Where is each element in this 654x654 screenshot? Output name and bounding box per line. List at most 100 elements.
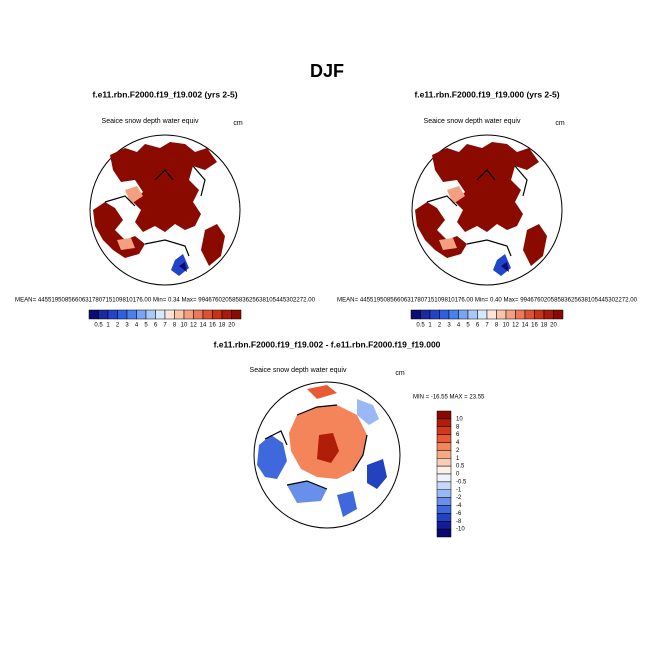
colorbar-swatch <box>202 309 213 320</box>
colorbar-label: 10 <box>503 323 510 329</box>
colorbar-label: 5 <box>466 323 470 329</box>
colorbar-label: 7 <box>163 323 167 329</box>
colorbar-label: 6 <box>154 323 158 329</box>
colorbar-label: 1 <box>456 456 460 462</box>
colorbar-label: 0.5 <box>456 464 465 470</box>
colorbar-swatch <box>436 458 452 467</box>
colorbar-label: 2 <box>456 448 460 454</box>
colorbar-swatch <box>458 309 469 320</box>
units-label: cm <box>555 120 565 127</box>
colorbar-label: 3 <box>125 323 129 329</box>
colorbar-label: 14 <box>522 323 529 329</box>
colorbar-label: 20 <box>228 323 235 329</box>
colorbar-swatch <box>524 309 535 320</box>
colorbar-label: 12 <box>512 323 519 329</box>
colorbar-swatch <box>98 309 109 320</box>
colorbar-swatch <box>515 309 526 320</box>
map <box>89 134 241 286</box>
stats-label: MEAN= 4455195085660631780715109810176.00… <box>337 298 638 304</box>
colorbar-swatch <box>231 309 242 320</box>
colorbar-label: 8 <box>456 424 460 430</box>
colorbar-swatch <box>183 309 194 320</box>
colorbar-label: 0.5 <box>416 323 425 329</box>
colorbar-swatch <box>436 418 452 427</box>
colorbar-label: -0.5 <box>456 479 467 485</box>
colorbar-label: -6 <box>456 511 462 517</box>
colorbar-swatch <box>477 309 488 320</box>
colorbar-swatch <box>193 309 204 320</box>
colorbar-swatch <box>436 481 452 490</box>
colorbar-swatch <box>496 309 507 320</box>
colorbar-swatch <box>553 309 564 320</box>
colorbar-label: 18 <box>219 323 226 329</box>
panel-title: f.e11.rbn.F2000.f19_f19.000 (yrs 2-5) <box>414 89 559 99</box>
colorbar-swatch <box>174 309 185 320</box>
colorbar-swatch <box>126 309 137 320</box>
colorbar-label: 16 <box>209 323 216 329</box>
colorbar-swatch <box>155 309 166 320</box>
map <box>411 134 563 286</box>
colorbar-label: 10 <box>456 416 463 422</box>
colorbar-swatch <box>486 309 497 320</box>
colorbar-label: 14 <box>200 323 207 329</box>
colorbar-label: 0.5 <box>94 323 103 329</box>
colorbar-swatch <box>436 473 452 483</box>
variable-label: Seaice snow depth water equiv <box>102 118 199 125</box>
variable-label: Seaice snow depth water equiv <box>424 118 521 125</box>
stats-label: MEAN= 4455195085660631780715109810176.00… <box>15 298 316 304</box>
colorbar-label: 6 <box>456 432 460 438</box>
colorbar-swatch <box>543 309 554 320</box>
figure-title: DJF <box>310 61 344 81</box>
colorbar-swatch <box>448 309 459 320</box>
panel-title: f.e11.rbn.F2000.f19_f19.002 (yrs 2-5) <box>92 89 237 99</box>
colorbar-label: 2 <box>438 323 442 329</box>
colorbar-label: -2 <box>456 495 462 501</box>
colorbar-swatch <box>436 465 452 475</box>
map <box>253 381 401 529</box>
colorbar-swatch <box>436 410 452 420</box>
colorbar-label: 3 <box>447 323 451 329</box>
colorbar-label: 4 <box>456 440 460 446</box>
stats-label: MIN = -16.55 MAX = 23.55 <box>413 395 485 401</box>
colorbar-swatch <box>107 309 118 320</box>
panel-title: f.e11.rbn.F2000.f19_f19.002 - f.e11.rbn.… <box>214 339 441 349</box>
colorbar-swatch <box>436 497 452 506</box>
variable-label: Seaice snow depth water equiv <box>250 367 347 374</box>
colorbar-swatch <box>212 309 223 320</box>
colorbar-swatch <box>136 309 147 320</box>
colorbar-label: 2 <box>116 323 120 329</box>
colorbar-swatch <box>145 309 156 320</box>
colorbar-label: 8 <box>173 323 177 329</box>
colorbar-label: -1 <box>456 487 462 493</box>
colorbar-label: 7 <box>485 323 489 329</box>
colorbar-label: 4 <box>457 323 461 329</box>
colorbar-label: 16 <box>531 323 538 329</box>
colorbar-label: 12 <box>190 323 197 329</box>
colorbar-swatch <box>436 450 452 459</box>
colorbar-swatch <box>439 309 450 320</box>
colorbar-label: 20 <box>550 323 557 329</box>
colorbar-swatch <box>117 309 128 320</box>
units-label: cm <box>233 120 243 127</box>
colorbar-label: 10 <box>181 323 188 329</box>
colorbar-swatch <box>88 309 99 320</box>
colorbar-label: 1 <box>428 323 432 329</box>
colorbar-swatch <box>221 309 232 320</box>
colorbar-label: -8 <box>456 519 462 525</box>
colorbar-swatch <box>410 309 421 320</box>
colorbar-swatch <box>429 309 440 320</box>
colorbar-swatch <box>436 528 452 538</box>
colorbar-swatch <box>164 309 175 320</box>
colorbar-swatch <box>436 521 452 530</box>
colorbar-label: -4 <box>456 503 462 509</box>
colorbar-swatch <box>505 309 516 320</box>
colorbar-label: 4 <box>135 323 139 329</box>
colorbar-label: 5 <box>144 323 148 329</box>
colorbar-swatch <box>436 426 452 435</box>
colorbar-label: 6 <box>476 323 480 329</box>
units-label: cm <box>395 370 405 377</box>
colorbar-label: -10 <box>456 527 465 533</box>
colorbar-label: 18 <box>541 323 548 329</box>
colorbar-swatch <box>436 513 452 522</box>
